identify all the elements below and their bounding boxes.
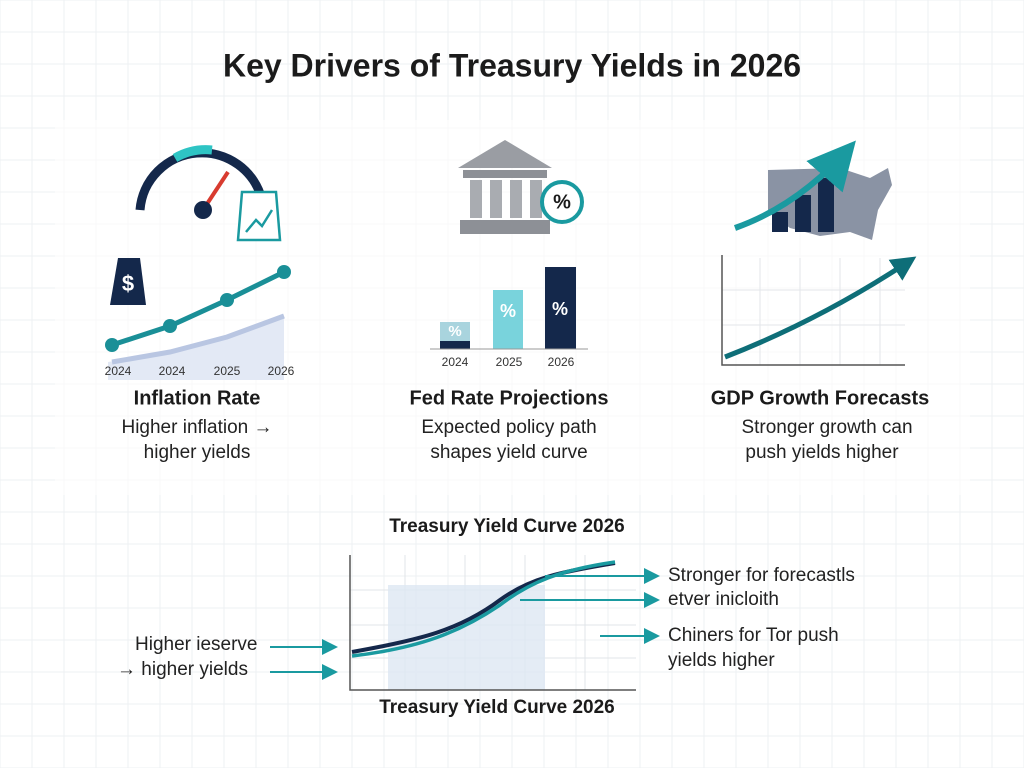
- note: Higher ieserve: [135, 634, 258, 655]
- curve-line: [351, 560, 616, 658]
- gdp-panel: GDP Growth Forecasts Stronger growth can…: [711, 140, 930, 463]
- panel-text: push yields higher: [745, 442, 899, 463]
- panel-text: Stronger growth can: [741, 417, 912, 438]
- bar-label: %: [500, 301, 516, 321]
- axes: [349, 555, 636, 691]
- axis-label: 2024: [442, 355, 469, 369]
- axes: [721, 255, 905, 366]
- note: etver inicloith: [668, 589, 779, 610]
- yield-curve: Treasury Yield Curve 2026 Treasury Yield…: [117, 516, 855, 718]
- panel-text: Higher inflation →: [121, 417, 272, 438]
- curve-caption: Treasury Yield Curve 2026: [379, 697, 615, 718]
- panel-title: Inflation Rate: [134, 387, 261, 409]
- axis-label: 2025: [496, 355, 523, 369]
- tag-trend: [245, 209, 274, 233]
- panel-title: Fed Rate Projections: [410, 387, 609, 409]
- axis-label: 2026: [548, 355, 575, 369]
- panel-text: Expected policy path: [421, 417, 596, 438]
- area: [108, 316, 284, 380]
- axis-label: 2026: [268, 364, 295, 378]
- line-secondary: [111, 313, 285, 365]
- axis-label: 2024: [105, 364, 132, 378]
- panel-title: GDP Growth Forecasts: [711, 387, 930, 409]
- bar-label: %: [448, 323, 461, 340]
- dollar-tag: [110, 258, 146, 305]
- axis-label: 2025: [214, 364, 241, 378]
- note: Stronger for forecastls: [668, 565, 855, 586]
- fed-panel: % % % % 2024 2025 2026 Fed Rate Projecti…: [410, 140, 609, 463]
- page-title: Key Drivers of Treasury Yields in 2026: [223, 47, 801, 83]
- panel-text: shapes yield curve: [430, 442, 587, 463]
- inflation-panel: $ 2024 2024 2025 2026 Inflation Rate Hig…: [105, 145, 295, 463]
- note: → higher yields: [117, 659, 248, 680]
- gauge-highlight: [172, 145, 213, 162]
- price-tag: [236, 190, 282, 242]
- percent-sign: %: [553, 191, 571, 213]
- growth-arrow: [733, 140, 856, 231]
- note: yields higher: [668, 650, 775, 671]
- curve-title: Treasury Yield Curve 2026: [389, 516, 625, 537]
- dollar-sign: $: [122, 271, 134, 296]
- bank-roof: [458, 140, 552, 168]
- line-primary: [111, 269, 286, 348]
- bar-label: %: [552, 299, 568, 319]
- note: Chiners for Tor push: [668, 625, 839, 646]
- gauge-hub: [194, 201, 212, 219]
- panel-text: higher yields: [144, 442, 251, 463]
- percent-badge: [540, 180, 584, 224]
- axis-label: 2024: [159, 364, 186, 378]
- trend-arrow: [724, 256, 917, 360]
